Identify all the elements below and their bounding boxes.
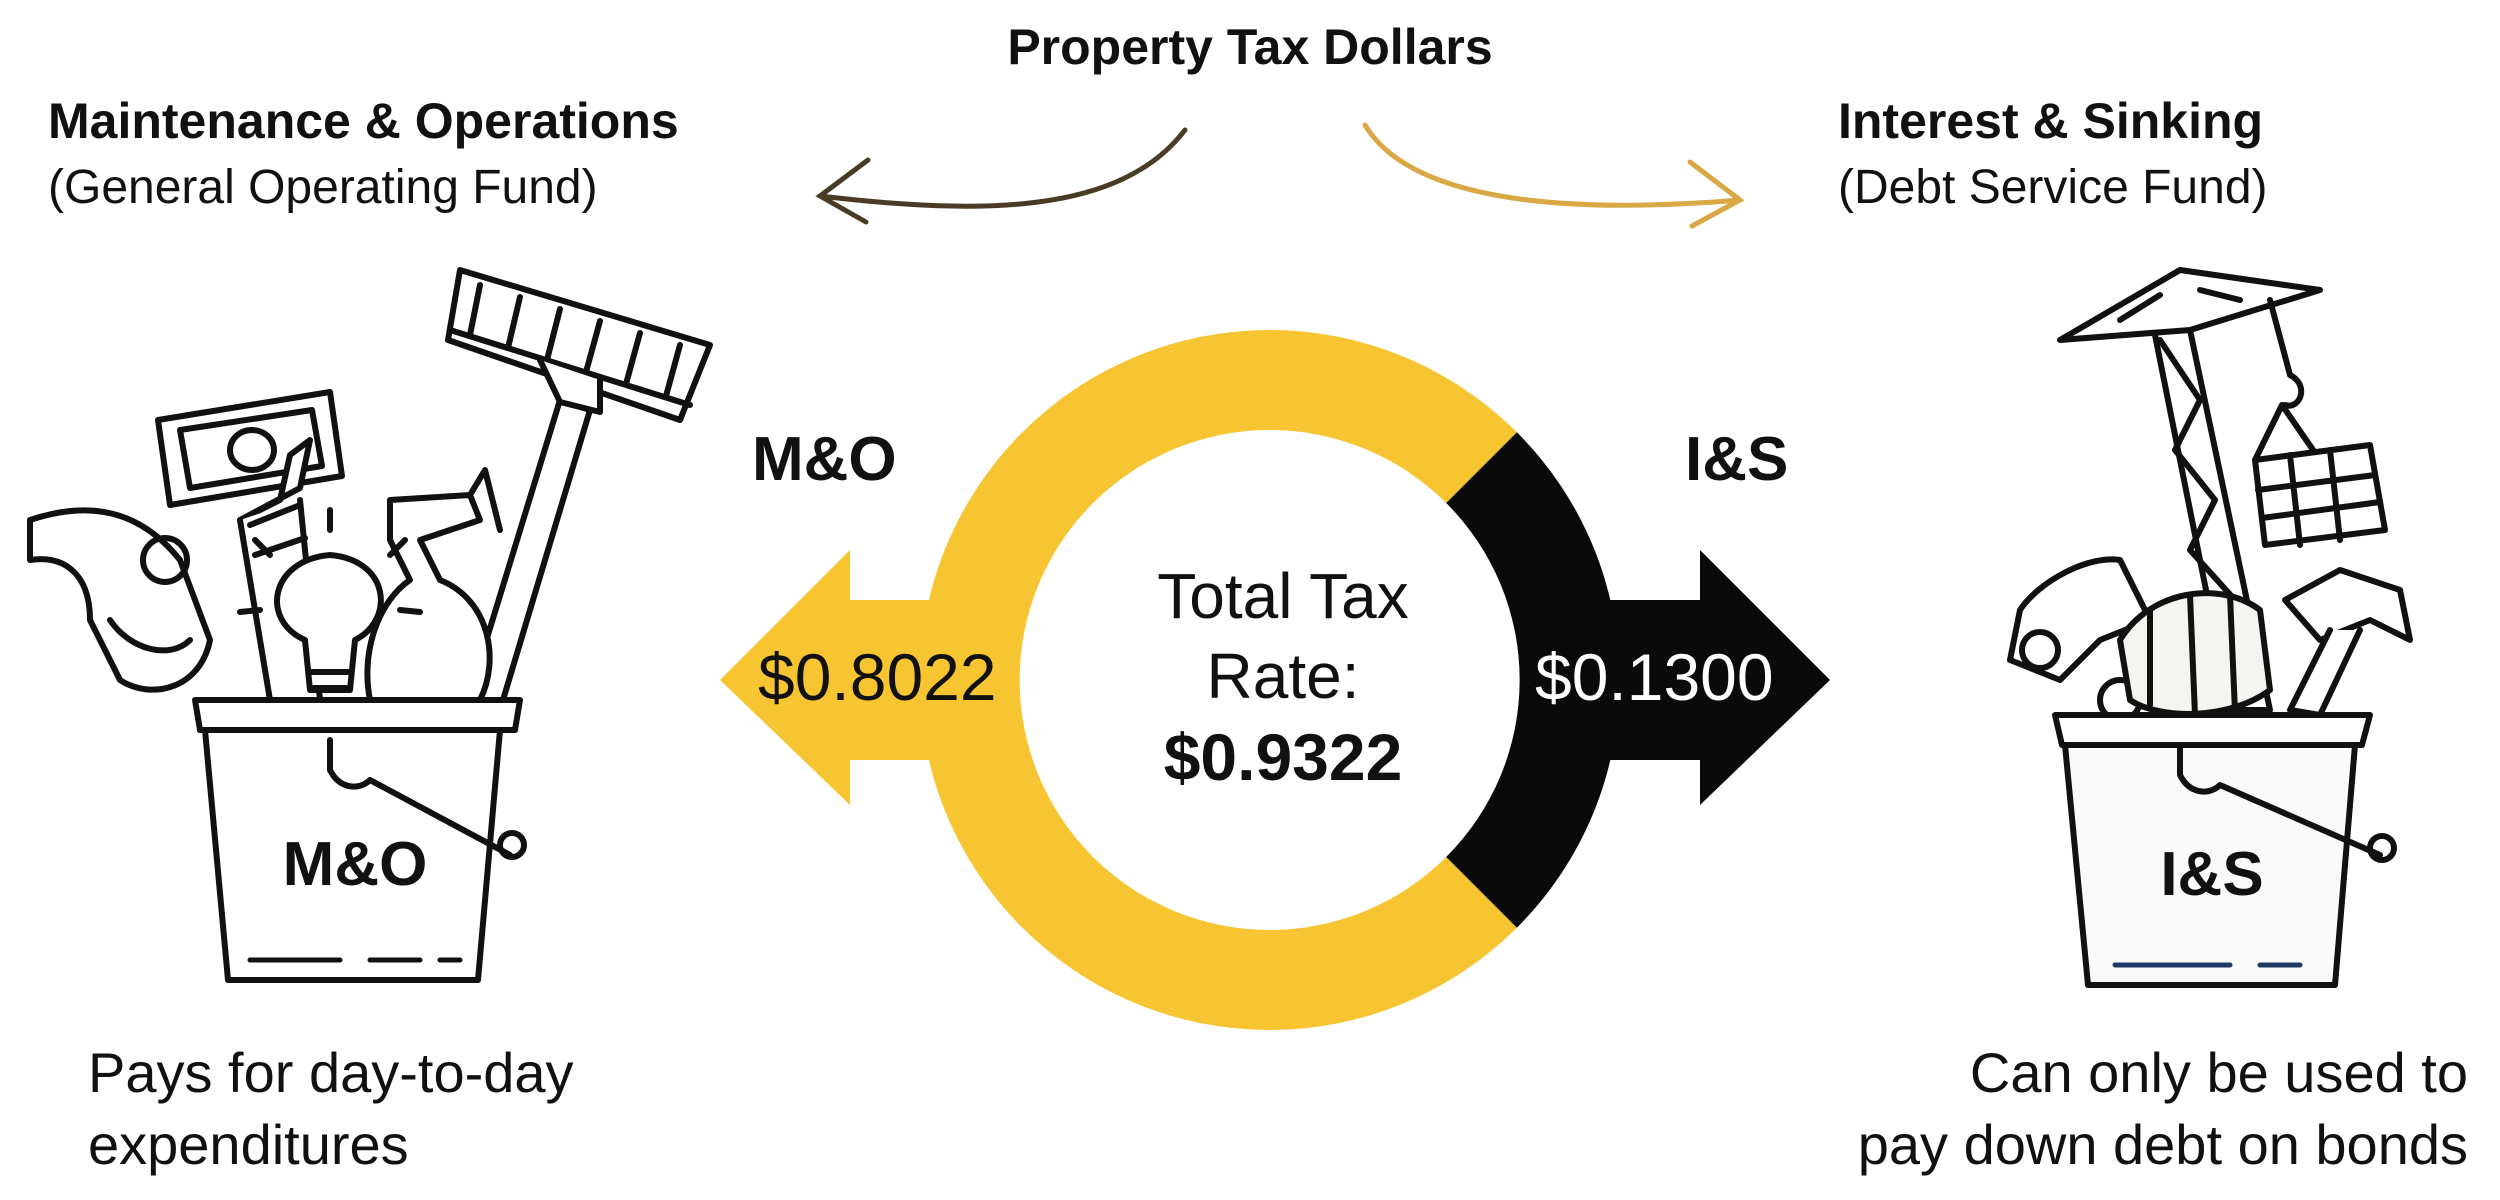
is-description-line2: pay down debt on bonds — [1857, 1113, 2468, 1176]
is-heading: Interest & Sinking — [1838, 93, 2264, 149]
construction-bucket-icon — [2007, 267, 2413, 988]
is-ring-segment — [1446, 432, 1620, 928]
is-value: $0.1300 — [1535, 640, 1774, 714]
is-subheading: (Debt Service Fund) — [1838, 161, 2268, 214]
total-line1: Total Tax — [1157, 560, 1408, 632]
diagram-title: Property Tax Dollars — [1007, 19, 1493, 75]
mo-value: $0.8022 — [758, 640, 997, 714]
maintenance-tools-bucket-icon — [27, 267, 713, 983]
mo-heading: Maintenance & Operations — [48, 93, 679, 149]
total-value: $0.9322 — [1164, 720, 1403, 794]
is-description-line1: Can only be used to — [1969, 1041, 2468, 1104]
mo-description-line2: expenditures — [88, 1113, 409, 1176]
mo-bucket-label: M&O — [283, 830, 428, 899]
mo-subheading: (General Operating Fund) — [48, 161, 598, 214]
arrow-left-curve — [815, 127, 1188, 225]
is-bucket-label: I&S — [2160, 840, 2263, 909]
total-line2: Rate: — [1207, 640, 1360, 712]
mo-ring-segment — [919, 330, 1517, 1030]
mo-description-line1: Pays for day-to-day — [88, 1041, 574, 1104]
arrow-right-curve — [1362, 122, 1745, 229]
mo-label: M&O — [752, 425, 897, 494]
is-label: I&S — [1685, 425, 1788, 494]
